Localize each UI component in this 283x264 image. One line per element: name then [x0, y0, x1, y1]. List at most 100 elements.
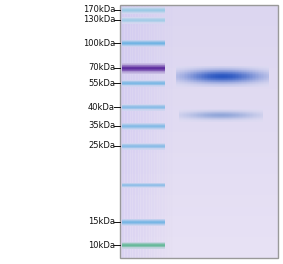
- Bar: [249, 71, 251, 72]
- Bar: [185, 80, 187, 81]
- Bar: [183, 110, 185, 111]
- Bar: [122, 82, 165, 83]
- Bar: [246, 72, 248, 73]
- Bar: [241, 71, 243, 72]
- Bar: [229, 112, 231, 113]
- Bar: [242, 118, 244, 119]
- Bar: [218, 71, 220, 72]
- Bar: [258, 84, 260, 85]
- Bar: [252, 83, 254, 84]
- Bar: [231, 72, 234, 73]
- Bar: [233, 86, 235, 87]
- Bar: [120, 93, 278, 94]
- Bar: [221, 113, 223, 114]
- Bar: [238, 70, 240, 71]
- Bar: [194, 116, 196, 117]
- Bar: [221, 78, 223, 79]
- Bar: [228, 115, 230, 116]
- Bar: [186, 82, 189, 83]
- Bar: [194, 114, 196, 115]
- Bar: [199, 82, 201, 83]
- Bar: [233, 74, 235, 75]
- Bar: [235, 77, 237, 78]
- Bar: [236, 85, 238, 86]
- Bar: [181, 68, 183, 69]
- Bar: [208, 115, 210, 116]
- Bar: [120, 102, 278, 103]
- Bar: [198, 68, 200, 69]
- Bar: [267, 73, 269, 74]
- Bar: [246, 79, 248, 80]
- Bar: [216, 111, 218, 112]
- Bar: [204, 68, 206, 69]
- Bar: [191, 66, 193, 67]
- Bar: [184, 110, 186, 111]
- Bar: [216, 119, 218, 120]
- Bar: [196, 85, 198, 86]
- Bar: [236, 69, 238, 70]
- Bar: [222, 75, 224, 76]
- Bar: [207, 68, 209, 69]
- Bar: [246, 72, 248, 73]
- Bar: [219, 83, 221, 84]
- Bar: [249, 120, 251, 121]
- Bar: [227, 70, 229, 71]
- Bar: [216, 81, 218, 82]
- Bar: [222, 116, 224, 117]
- Bar: [212, 115, 214, 116]
- Bar: [188, 80, 190, 81]
- Bar: [261, 114, 263, 115]
- Bar: [221, 85, 223, 86]
- Bar: [190, 110, 192, 111]
- Bar: [191, 72, 193, 73]
- Bar: [190, 66, 192, 67]
- Bar: [120, 166, 278, 167]
- Bar: [183, 110, 185, 111]
- Bar: [214, 119, 216, 120]
- Bar: [264, 77, 266, 78]
- Bar: [218, 112, 220, 113]
- Bar: [219, 73, 221, 74]
- Bar: [256, 119, 258, 120]
- Bar: [258, 116, 260, 117]
- Bar: [196, 115, 198, 116]
- Bar: [216, 120, 218, 121]
- Bar: [198, 72, 200, 73]
- Bar: [216, 110, 218, 111]
- Bar: [221, 115, 223, 116]
- Bar: [246, 120, 248, 121]
- Bar: [239, 78, 241, 79]
- Bar: [261, 75, 263, 76]
- Bar: [122, 46, 165, 47]
- Bar: [120, 50, 278, 51]
- Bar: [179, 68, 181, 69]
- Bar: [231, 82, 234, 83]
- Bar: [183, 112, 185, 113]
- Bar: [196, 112, 198, 113]
- Bar: [256, 114, 258, 115]
- Bar: [199, 80, 201, 81]
- Bar: [261, 72, 263, 73]
- Bar: [201, 113, 203, 114]
- Bar: [155, 5, 157, 258]
- Bar: [238, 76, 240, 77]
- Bar: [235, 113, 237, 114]
- Bar: [224, 112, 225, 113]
- Bar: [201, 79, 203, 80]
- Bar: [246, 83, 248, 84]
- Bar: [179, 82, 181, 83]
- Bar: [120, 50, 278, 52]
- Bar: [205, 79, 207, 80]
- Bar: [227, 76, 229, 77]
- Bar: [193, 113, 195, 114]
- Bar: [215, 80, 216, 81]
- Bar: [122, 109, 165, 110]
- Bar: [253, 82, 255, 83]
- Bar: [120, 254, 278, 256]
- Bar: [261, 119, 263, 120]
- Bar: [253, 111, 255, 112]
- Bar: [226, 115, 228, 116]
- Bar: [186, 111, 188, 112]
- Bar: [181, 120, 183, 121]
- Bar: [120, 89, 278, 91]
